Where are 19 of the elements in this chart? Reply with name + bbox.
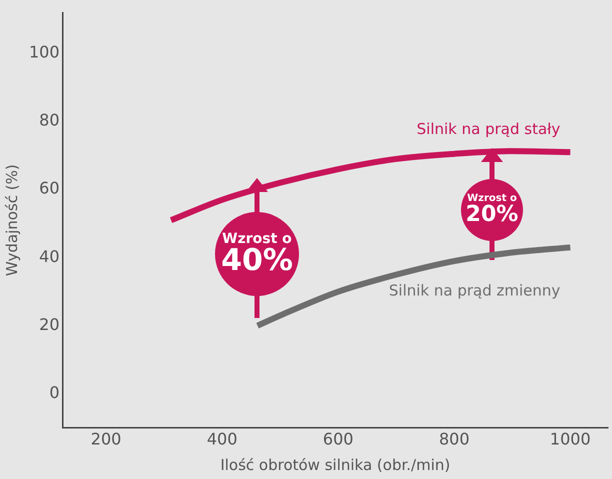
x-tick-label: 200 (90, 430, 122, 449)
y-tick-label: 80 (39, 110, 60, 130)
y-tick-label: 40 (39, 246, 60, 266)
y-tick-label: 20 (39, 314, 60, 334)
x-tick-label: 800 (438, 430, 470, 449)
x-axis-title: Ilość obrotów silnika (obr./min) (220, 456, 450, 474)
annotation: Wzrost o 40% (221, 231, 293, 278)
x-tick-label: 400 (206, 430, 238, 449)
series-label: Silnik na prąd stały (416, 120, 560, 138)
y-tick-label: 60 (39, 178, 60, 198)
y-axis-title: Wydajność (%) (2, 164, 21, 276)
x-tick-label: 1000 (550, 430, 591, 449)
x-tick-label: 600 (322, 430, 354, 449)
y-tick-label: 0 (49, 382, 60, 402)
y-tick-label: 100 (28, 42, 60, 62)
circle-badge: Wzrost o 40% (215, 212, 299, 296)
annotation: Wzrost o 20% (466, 193, 518, 227)
circle-badge: Wzrost o 20% (461, 179, 523, 241)
series-label: Silnik na prąd zmienny (388, 281, 560, 300)
